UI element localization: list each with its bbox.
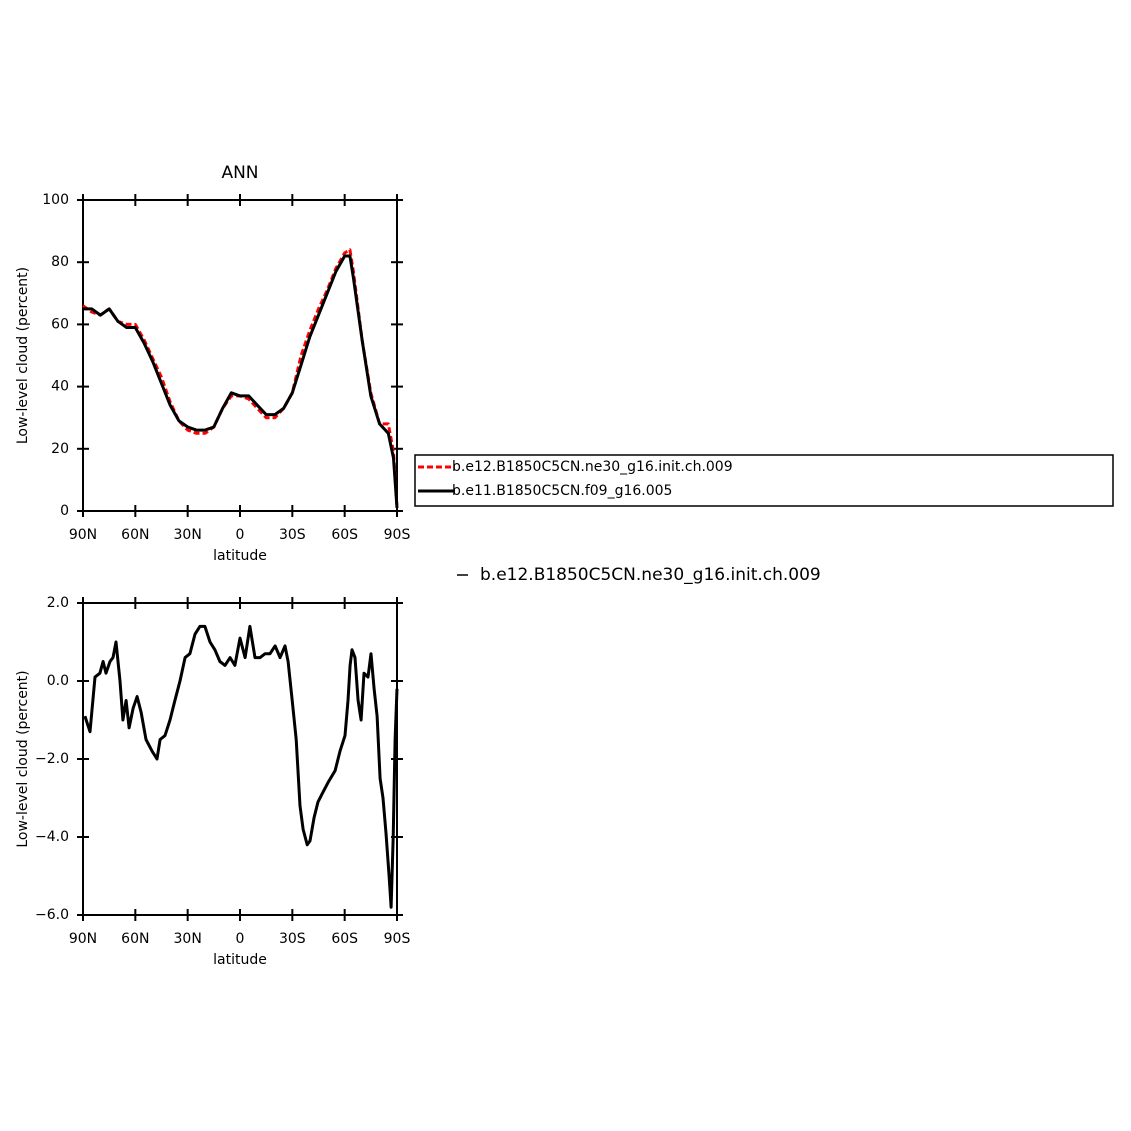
y-tick-label: 100	[42, 192, 69, 208]
y-axis-label: Low-level cloud (percent)	[15, 267, 31, 444]
x-tick-label: 30N	[174, 931, 202, 947]
y-tick-label: 40	[51, 379, 69, 395]
x-tick-label: 60S	[331, 931, 358, 947]
legend-label: b.e12.B1850C5CN.ne30_g16.init.ch.009	[480, 565, 821, 585]
plot-frame	[82, 602, 398, 916]
y-axis-label: Low-level cloud (percent)	[15, 670, 31, 847]
y-tick-label: 2.0	[47, 595, 69, 611]
plot-frame	[82, 199, 398, 512]
y-tick-label: −2.0	[35, 751, 69, 767]
x-tick-label: 0	[236, 527, 245, 543]
x-tick-label: 0	[236, 931, 245, 947]
x-axis-label: latitude	[213, 548, 267, 564]
y-tick-label: 0.0	[47, 673, 69, 689]
y-tick-label: −4.0	[35, 829, 69, 845]
legend-box	[414, 454, 1114, 507]
chart-title: ANN	[221, 163, 258, 183]
y-tick-label: −6.0	[35, 907, 69, 923]
x-tick-label: 90N	[69, 527, 97, 543]
y-tick-label: 80	[51, 254, 69, 270]
data-line	[83, 254, 399, 509]
x-tick-label: 90S	[384, 527, 411, 543]
x-tick-label: 60S	[331, 527, 358, 543]
legend-label: b.e12.B1850C5CN.ne30_g16.init.ch.009	[452, 459, 733, 475]
y-tick-label: 60	[51, 316, 69, 332]
x-tick-label: 90N	[69, 931, 97, 947]
x-tick-label: 30N	[174, 527, 202, 543]
y-tick-label: 0	[60, 503, 69, 519]
x-axis-label: latitude	[213, 952, 267, 968]
y-tick-label: 20	[51, 441, 69, 457]
x-tick-label: 90S	[384, 931, 411, 947]
x-tick-label: 60N	[121, 931, 149, 947]
data-line	[83, 624, 399, 909]
x-tick-label: 30S	[279, 931, 306, 947]
legend-label: b.e11.B1850C5CN.f09_g16.005	[452, 483, 672, 499]
x-tick-label: 60N	[121, 527, 149, 543]
data-line	[82, 248, 399, 508]
x-tick-label: 30S	[279, 527, 306, 543]
